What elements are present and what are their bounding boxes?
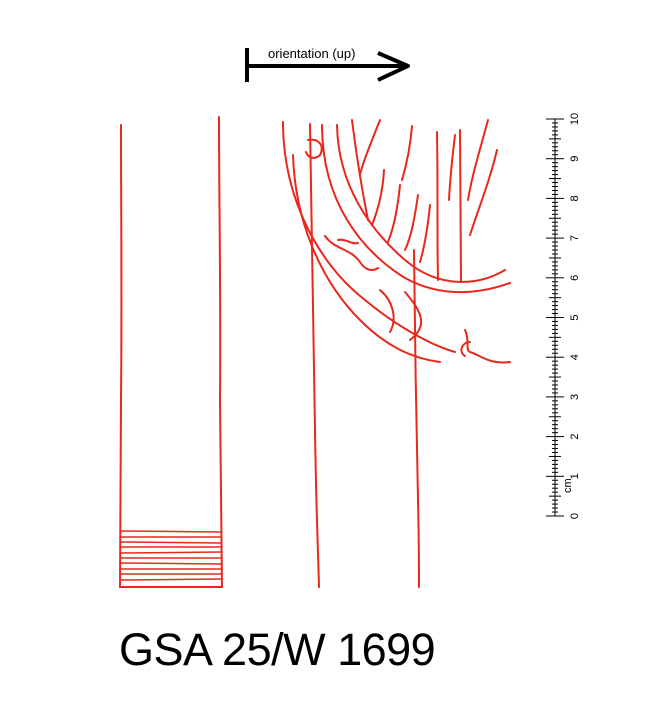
orientation-arrow-icon — [245, 48, 410, 82]
scale-label: 3 — [569, 394, 581, 400]
strip-right — [282, 119, 511, 588]
scale-label: 9 — [569, 156, 581, 162]
orientation-label: orientation (up) — [268, 46, 356, 61]
strip-left — [119, 116, 223, 588]
scale-label: 4 — [569, 354, 581, 360]
scale-label: 7 — [569, 235, 581, 241]
scale-bar: 0 1 2 3 4 5 6 7 8 9 10 cm — [546, 113, 581, 519]
scale-label: 6 — [569, 275, 581, 281]
scale-ticks — [546, 118, 564, 517]
scale-label: 8 — [569, 195, 581, 201]
scale-unit: cm — [562, 478, 574, 493]
strip-left-hatching — [120, 530, 222, 581]
scale-label: 5 — [569, 314, 581, 320]
scale-label: 10 — [569, 113, 581, 125]
sheet-id: GSA 25/W 1699 — [119, 624, 436, 675]
scale-label: 1 — [569, 473, 581, 479]
scale-label: 2 — [569, 434, 581, 440]
scale-label: 0 — [569, 513, 581, 519]
scale-labels: 0 1 2 3 4 5 6 7 8 9 10 — [569, 113, 581, 519]
